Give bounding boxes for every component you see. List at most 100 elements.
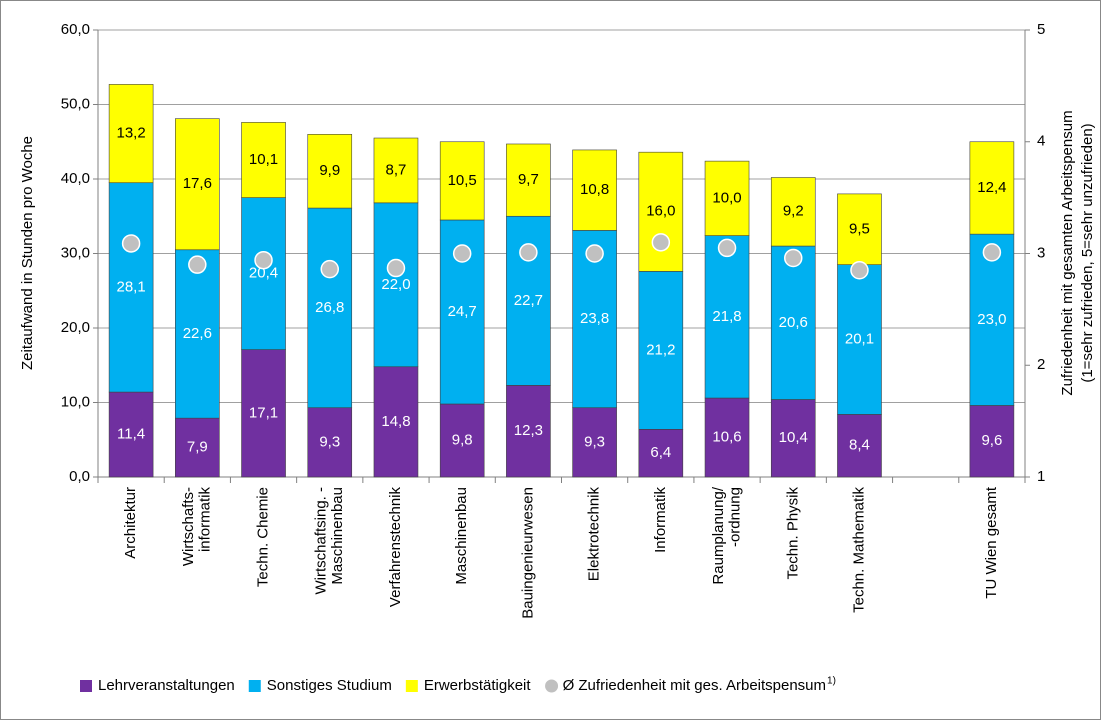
satisfaction-dot <box>850 261 869 280</box>
legend-label: Ø Zufriedenheit mit ges. Arbeitspensum <box>563 677 826 694</box>
satisfaction-dot <box>121 234 141 253</box>
y2-axis-title: (1=sehr zufrieden, 5=sehr unzufrieden) <box>1079 123 1096 382</box>
bar-segment <box>837 414 882 478</box>
value-label: 11,4 <box>117 426 145 443</box>
satisfaction-dot <box>254 250 273 270</box>
value-label: 20,6 <box>779 314 808 331</box>
bar-segment <box>439 403 485 478</box>
bar-segment <box>770 245 816 400</box>
x-tick-label: Techn. Chemie <box>255 487 272 587</box>
bar-segment <box>175 118 220 251</box>
y2-tick-label: 1 <box>1037 468 1045 485</box>
bar-segment <box>638 429 684 478</box>
value-label: 9,9 <box>319 162 340 179</box>
y2-tick-label: 5 <box>1037 21 1045 38</box>
y-axis-title: Zeitaufwand in Stunden pro Woche <box>19 136 36 370</box>
y-tick-label: 60,0 <box>61 21 90 38</box>
legend-label: Sonstiges Studium <box>267 677 392 694</box>
x-tick-label: Maschinenbau <box>453 487 470 585</box>
y2-axis-title: Zufriedenheit mit gesamten Arbeitspensum <box>1059 110 1076 395</box>
legend-swatch <box>248 680 261 692</box>
value-label: 12,3 <box>514 422 543 439</box>
bar-segment <box>506 385 551 478</box>
x-tick-label: Raumplanung/-ordnung <box>710 486 744 584</box>
bar-segment <box>175 249 220 419</box>
legend-swatch <box>80 680 92 692</box>
y2-tick-label: 2 <box>1037 356 1045 373</box>
value-label: 9,3 <box>319 433 340 450</box>
x-tick-label: Verfahrenstechnik <box>387 487 404 608</box>
x-tick-label: Techn. Physik <box>784 487 801 580</box>
satisfaction-dot <box>188 255 207 274</box>
value-label: 23,0 <box>977 311 1006 328</box>
satisfaction-dot <box>784 248 803 268</box>
value-label: 12,4 <box>977 179 1006 196</box>
value-label: 9,8 <box>452 431 473 448</box>
bar-segment <box>108 182 154 393</box>
legend-label: Erwerbstätigkeit <box>424 677 532 694</box>
bar-segment <box>837 193 882 265</box>
y-tick-label: 20,0 <box>61 319 90 336</box>
value-label: 9,5 <box>849 220 870 237</box>
y2-tick-label: 3 <box>1037 244 1045 261</box>
satisfaction-dot <box>519 243 538 262</box>
bar-segment <box>837 264 882 415</box>
value-label: 8,7 <box>386 161 407 178</box>
bar-segment <box>241 197 286 350</box>
bar-segment <box>439 141 485 221</box>
bar-segment <box>572 407 617 478</box>
bar-segment <box>307 134 353 209</box>
y-tick-label: 10,0 <box>61 393 90 410</box>
bar-segment <box>307 407 353 478</box>
satisfaction-dot <box>585 244 604 263</box>
bar-segment <box>506 143 551 217</box>
value-label: 22,0 <box>381 276 410 293</box>
bar-segment <box>373 202 419 368</box>
value-label: 10,1 <box>249 151 278 168</box>
bar-segment <box>704 397 750 478</box>
satisfaction-dot <box>651 233 671 252</box>
y-tick-label: 40,0 <box>61 170 90 187</box>
value-label: 7,9 <box>187 439 208 456</box>
value-label: 10,8 <box>580 181 609 198</box>
satisfaction-dot <box>386 258 406 278</box>
legend-swatch <box>544 678 560 694</box>
value-label: 24,7 <box>448 303 477 320</box>
y-tick-label: 30,0 <box>61 244 90 261</box>
value-label: 10,0 <box>712 189 741 206</box>
value-label: 14,8 <box>381 413 410 430</box>
value-label: 9,2 <box>783 203 804 220</box>
bar-segment <box>108 391 154 478</box>
value-label: 26,8 <box>315 299 344 316</box>
value-label: 21,2 <box>646 341 675 358</box>
x-tick-label: Elektrotechnik <box>586 487 603 582</box>
value-label: 17,6 <box>183 175 212 192</box>
value-label: 22,7 <box>514 292 543 309</box>
y-tick-label: 50,0 <box>61 95 90 112</box>
value-label: 17,1 <box>249 404 278 421</box>
legend-note: 1) <box>827 676 836 687</box>
value-label: 9,7 <box>518 171 539 188</box>
value-label: 13,2 <box>117 125 146 142</box>
value-label: 23,8 <box>580 310 609 327</box>
bar-segment <box>969 405 1015 478</box>
x-tick-label: Wirtschaftsing. -Maschinenbau <box>312 487 346 595</box>
bar-segment <box>770 177 816 247</box>
bar-segment <box>241 122 286 198</box>
value-label: 20,4 <box>249 265 278 282</box>
x-tick-label: Informatik <box>652 487 669 553</box>
bar-segment <box>704 160 750 236</box>
bar-segment <box>373 366 419 478</box>
bar-segment <box>572 149 617 231</box>
value-label: 8,4 <box>849 437 870 454</box>
legend-label: Lehrveranstaltungen <box>98 677 235 694</box>
bar-segment <box>969 233 1015 406</box>
x-tick-label: Techn. Mathematik <box>850 487 867 613</box>
value-label: 16,0 <box>646 203 675 220</box>
satisfaction-dot <box>982 243 1002 262</box>
x-tick-label: Architektur <box>122 487 139 559</box>
bar-segment <box>969 141 1015 235</box>
satisfaction-dot <box>717 238 737 258</box>
value-label: 22,6 <box>183 325 212 342</box>
